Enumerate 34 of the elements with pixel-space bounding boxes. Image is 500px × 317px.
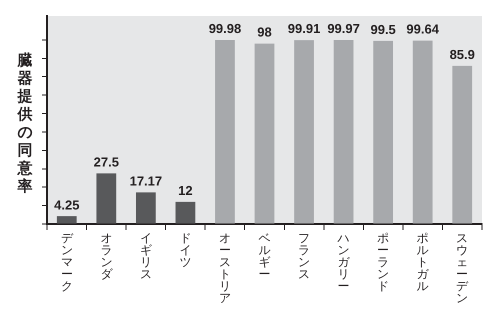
data-label: 17.17 xyxy=(130,173,162,188)
x-tick-label: イギリス xyxy=(140,231,152,282)
bar xyxy=(452,66,472,224)
x-tick-label: ハンガリー xyxy=(336,231,351,294)
data-label: 4.25 xyxy=(54,197,80,212)
data-label: 12 xyxy=(178,182,193,198)
bar xyxy=(294,40,314,224)
data-label: 27.5 xyxy=(94,154,119,170)
data-label: 99.91 xyxy=(288,21,320,36)
x-tick-label: ドイツ xyxy=(179,231,192,270)
x-tick-label: デンマーク xyxy=(60,231,74,294)
data-label: 85.9 xyxy=(450,46,475,62)
data-label: 99.5 xyxy=(370,22,396,37)
bar xyxy=(136,192,156,224)
bar xyxy=(254,44,274,224)
x-tick-label: スウェーデン xyxy=(456,231,470,306)
bar xyxy=(96,173,116,224)
data-label: 99.97 xyxy=(327,21,360,36)
bar xyxy=(373,40,394,224)
x-tick-label: ベルギー xyxy=(258,231,270,282)
x-tick-label: ポーランド xyxy=(377,231,390,294)
data-label: 99.64 xyxy=(406,22,440,37)
y-axis-title: 臓器提供の同意率 xyxy=(18,51,32,195)
x-tick-label: ポルトガル xyxy=(416,231,430,294)
bar xyxy=(412,40,433,224)
bar xyxy=(215,40,235,224)
bar xyxy=(176,202,196,224)
bar xyxy=(56,216,77,224)
x-tick-label: オランダ xyxy=(100,231,114,282)
data-label: 99.98 xyxy=(208,21,242,36)
data-label: 98 xyxy=(257,24,272,40)
bar xyxy=(334,40,354,224)
x-tick-label: オーストリア xyxy=(218,231,231,306)
x-tick-label: フランス xyxy=(298,231,310,282)
